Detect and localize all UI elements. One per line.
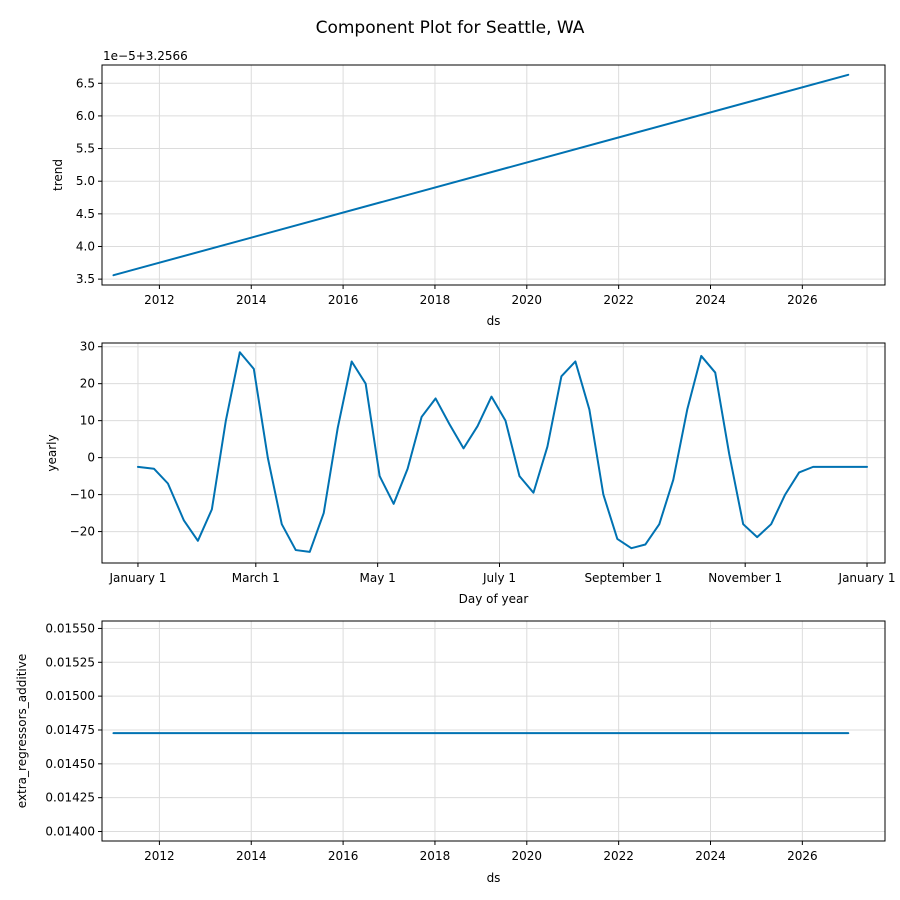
y-tick-label: 4.5 <box>76 207 95 221</box>
extra_regressors_additive-plot-frame <box>101 620 886 842</box>
yearly-series-line <box>136 351 869 553</box>
y-tick-label: 0 <box>87 451 95 465</box>
y-tick-label: 0.01525 <box>45 655 95 669</box>
trend-offset-label: 1e−5+3.2566 <box>103 49 188 63</box>
trend-y-axis-label: trend <box>51 159 65 191</box>
trend-panel: 2012 2014 2016 2018 2020 2022 2024 2026 3.5 4.0 4.… <box>51 64 886 328</box>
x-tick-label: 2014 <box>236 293 267 307</box>
x-tick-label: 2012 <box>144 293 175 307</box>
trend-plot-frame <box>101 64 886 286</box>
y-tick-label: 6.5 <box>76 76 95 90</box>
y-tick-label: 0.01450 <box>45 757 95 771</box>
x-tick-label: November 1 <box>708 571 782 585</box>
x-tick-label: January 1 <box>108 571 166 585</box>
x-tick-label: May 1 <box>360 571 396 585</box>
x-tick-label: 2016 <box>328 293 359 307</box>
x-tick-label: 2014 <box>236 849 267 863</box>
y-tick-label: 4.0 <box>76 239 95 253</box>
x-tick-label: 2024 <box>695 849 726 863</box>
y-tick-label: −10 <box>70 488 95 502</box>
y-tick-label: 0.01400 <box>45 825 95 839</box>
extra_regressors_additive-panel: 2012 2014 2016 2018 2020 2022 2024 2026 0.01400 0… <box>15 620 886 885</box>
x-tick-label: 2016 <box>328 849 359 863</box>
y-tick-label: 0.01500 <box>45 689 95 703</box>
x-tick-label: 2026 <box>787 849 818 863</box>
panels: 2012 2014 2016 2018 2020 2022 2024 2026 3.5 4.0 4.… <box>15 64 895 885</box>
x-tick-label: January 1 <box>838 571 896 585</box>
x-tick-label: 2024 <box>695 293 726 307</box>
x-tick-label: 2022 <box>603 849 634 863</box>
x-tick-label: 2020 <box>512 293 543 307</box>
extra_regressors_additive-y-axis-label: extra_regressors_additive <box>15 654 29 808</box>
y-tick-label: 0.01425 <box>45 791 95 805</box>
x-tick-label: 2022 <box>603 293 634 307</box>
extra_regressors_additive-x-axis-label: ds <box>487 871 501 885</box>
x-tick-label: 2012 <box>144 849 175 863</box>
y-tick-label: 20 <box>80 377 95 391</box>
x-tick-label: 2020 <box>512 849 543 863</box>
figure-title: Component Plot for Seattle, WA <box>316 18 585 38</box>
y-tick-label: 0.01475 <box>45 723 95 737</box>
y-tick-label: 0.01550 <box>45 621 95 635</box>
trend-x-axis-label: ds <box>487 314 501 328</box>
y-tick-label: 5.5 <box>76 142 95 156</box>
x-tick-label: 2018 <box>420 293 451 307</box>
y-tick-label: 6.0 <box>76 109 95 123</box>
y-tick-label: 30 <box>80 340 95 354</box>
yearly-x-axis-label: Day of year <box>459 592 529 606</box>
x-tick-label: 2018 <box>420 849 451 863</box>
yearly-plot-frame <box>101 342 886 564</box>
y-tick-label: 3.5 <box>76 272 95 286</box>
x-tick-label: September 1 <box>584 571 662 585</box>
trend-series-line <box>112 73 850 277</box>
x-tick-label: March 1 <box>232 571 280 585</box>
y-tick-label: 5.0 <box>76 174 95 188</box>
x-tick-label: July 1 <box>482 571 516 585</box>
y-tick-label: −20 <box>70 525 95 539</box>
x-tick-label: 2026 <box>787 293 818 307</box>
yearly-y-axis-label: yearly <box>45 434 59 471</box>
yearly-panel: January 1 March 1 May 1 July 1 September 1 No… <box>45 340 895 606</box>
y-tick-label: 10 <box>80 414 95 428</box>
